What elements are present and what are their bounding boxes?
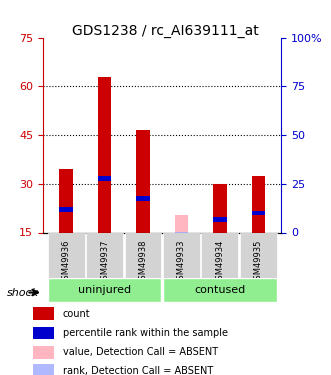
Text: GSM49936: GSM49936 — [62, 240, 71, 285]
Text: value, Detection Call = ABSENT: value, Detection Call = ABSENT — [63, 347, 218, 357]
Text: count: count — [63, 309, 90, 319]
FancyBboxPatch shape — [48, 233, 84, 278]
Bar — [59, 169, 73, 232]
Text: GSM49935: GSM49935 — [254, 240, 263, 285]
Text: GSM49937: GSM49937 — [100, 240, 109, 285]
FancyBboxPatch shape — [48, 278, 162, 302]
Text: GSM49938: GSM49938 — [138, 240, 148, 285]
Bar — [136, 196, 150, 201]
FancyBboxPatch shape — [124, 233, 162, 278]
Bar — [252, 176, 265, 232]
Text: GSM49933: GSM49933 — [177, 240, 186, 285]
Text: GSM49934: GSM49934 — [215, 240, 224, 285]
Bar — [59, 207, 73, 212]
Bar — [33, 327, 54, 339]
Text: uninjured: uninjured — [78, 285, 131, 295]
Text: rank, Detection Call = ABSENT: rank, Detection Call = ABSENT — [63, 366, 213, 375]
Text: shock: shock — [7, 288, 39, 298]
Bar — [175, 214, 188, 232]
Bar — [175, 232, 188, 237]
Bar — [136, 130, 150, 232]
FancyBboxPatch shape — [163, 278, 277, 302]
FancyBboxPatch shape — [163, 233, 200, 278]
Bar — [98, 76, 111, 232]
Bar — [33, 364, 54, 375]
Bar — [98, 177, 111, 182]
Bar — [33, 308, 54, 320]
FancyBboxPatch shape — [240, 233, 277, 278]
Text: percentile rank within the sample: percentile rank within the sample — [63, 328, 228, 338]
FancyBboxPatch shape — [201, 233, 238, 278]
Text: GDS1238 / rc_AI639111_at: GDS1238 / rc_AI639111_at — [72, 24, 259, 38]
Bar — [213, 184, 227, 232]
Bar — [213, 217, 227, 222]
Bar — [252, 211, 265, 215]
Text: contused: contused — [194, 285, 246, 295]
FancyBboxPatch shape — [86, 233, 123, 278]
Bar — [33, 346, 54, 358]
